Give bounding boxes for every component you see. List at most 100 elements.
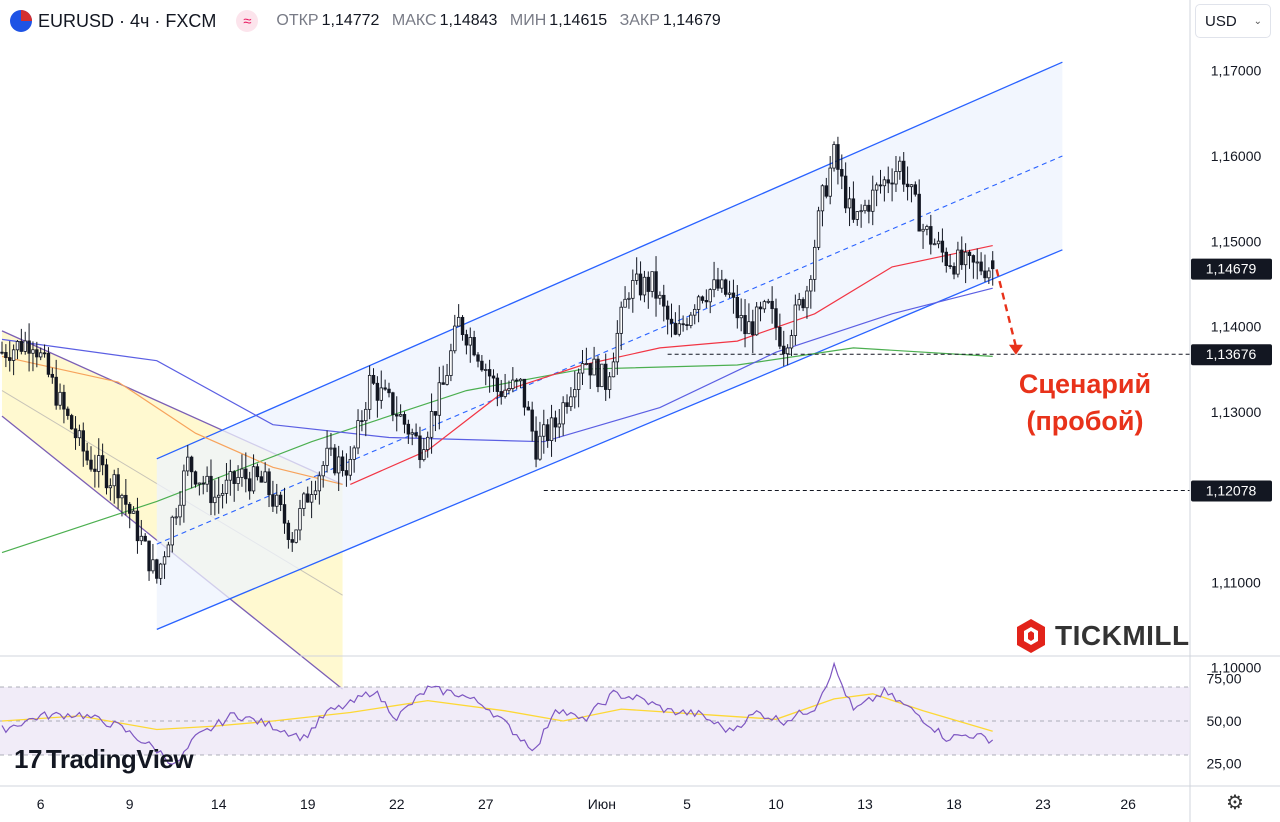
candle-body (329, 447, 333, 450)
candle-body (379, 387, 383, 401)
candle-body (743, 315, 747, 335)
wave-icon[interactable]: ≈ (236, 10, 259, 32)
candle-body (290, 539, 294, 543)
chevron-down-icon: ⌄ (1253, 15, 1262, 27)
candle-body (143, 535, 147, 542)
candle-body (464, 334, 469, 346)
candle-body (271, 494, 275, 507)
candle-body (360, 420, 364, 422)
tickmill-logo: TICKMILL (1015, 618, 1190, 654)
candle-body (472, 337, 476, 356)
candle-body (282, 504, 287, 524)
time-tick-label: 18 (946, 796, 962, 812)
candle-body (770, 300, 774, 310)
candle-body (693, 308, 697, 316)
candle-body (956, 249, 960, 275)
scenario-line2: (пробой) (1026, 406, 1144, 436)
symbol-title[interactable]: EURUSD · 4ч · FXCM (38, 10, 217, 31)
currency-select[interactable]: USD ⌄ (1195, 4, 1271, 38)
high-label: МАКС (391, 12, 437, 29)
candle-body (623, 298, 627, 308)
candle-body (391, 392, 395, 416)
candle-body (665, 305, 670, 320)
candle-body (878, 184, 883, 187)
candle-body (975, 261, 979, 264)
candle-body (449, 350, 453, 376)
candle-body (685, 324, 689, 326)
price-label-text: 1,12078 (1206, 483, 1257, 499)
candle-body (642, 276, 647, 296)
candle-body (128, 503, 132, 514)
candle-body (588, 363, 592, 376)
candle-body (720, 279, 724, 289)
time-tick-label: 14 (211, 796, 227, 812)
candle-body (174, 516, 178, 519)
time-tick-label: 13 (857, 796, 873, 812)
candle-body (422, 449, 426, 461)
candle-body (367, 374, 372, 410)
candle-body (348, 458, 352, 476)
candle-body (963, 251, 968, 266)
candle-body (735, 296, 739, 319)
candle-body (832, 144, 836, 169)
candle-body (580, 363, 585, 374)
candle-body (573, 389, 577, 398)
channel-mid-line (156, 155, 1063, 545)
candle-body (151, 559, 155, 572)
tickmill-hexagon-icon (1017, 619, 1045, 653)
candle-body (932, 243, 937, 246)
candle-body (801, 299, 805, 309)
candle-body (646, 276, 650, 292)
candle-body (395, 414, 399, 417)
candle-body (69, 415, 74, 430)
rsi-tick-label: 25,00 (1206, 756, 1241, 772)
candle-body (816, 210, 821, 248)
candle-body (8, 357, 12, 361)
candle-body (197, 482, 202, 485)
candle-body (851, 198, 856, 220)
candle-body (344, 470, 349, 476)
candle-body (100, 455, 105, 466)
candle-body (886, 179, 890, 184)
candle-body (607, 376, 612, 390)
candle-body (410, 432, 414, 435)
candle-body (298, 508, 302, 531)
candle-body (576, 372, 581, 390)
candle-body (371, 374, 376, 384)
candle-body (120, 494, 124, 499)
candle-body (205, 475, 209, 485)
candle-body (15, 341, 20, 351)
candle-body (278, 494, 283, 505)
candle-body (967, 251, 972, 256)
candle-body (62, 391, 66, 410)
candle-body (634, 273, 639, 281)
candle-body (166, 544, 171, 558)
candle-body (809, 278, 813, 292)
candle-body (135, 510, 140, 542)
candle-body (843, 175, 848, 209)
low-label: МИН (509, 12, 547, 29)
candle-body (518, 378, 523, 382)
rsi-tick-label: 75,00 (1206, 671, 1241, 687)
candle-body (890, 182, 894, 185)
candle-body (545, 424, 550, 441)
candle-body (35, 349, 39, 358)
candle-body (433, 411, 438, 416)
candle-body (453, 325, 457, 352)
price-tick-label: 1,10000 (1211, 660, 1262, 676)
candle-body (909, 184, 914, 188)
candles (0, 136, 995, 586)
candle-body (480, 360, 484, 371)
candle-body (638, 273, 643, 296)
tradingview-text: TradingView (45, 744, 194, 774)
settings-gear-icon[interactable]: ⚙ (1226, 792, 1244, 814)
candle-body (437, 382, 442, 416)
candle-body (19, 341, 24, 352)
candle-body (58, 391, 62, 406)
candle-body (224, 479, 229, 494)
candle-body (813, 246, 817, 280)
candle-body (356, 420, 360, 449)
time-tick-label: 26 (1120, 796, 1136, 812)
price-label-box (1191, 480, 1272, 502)
